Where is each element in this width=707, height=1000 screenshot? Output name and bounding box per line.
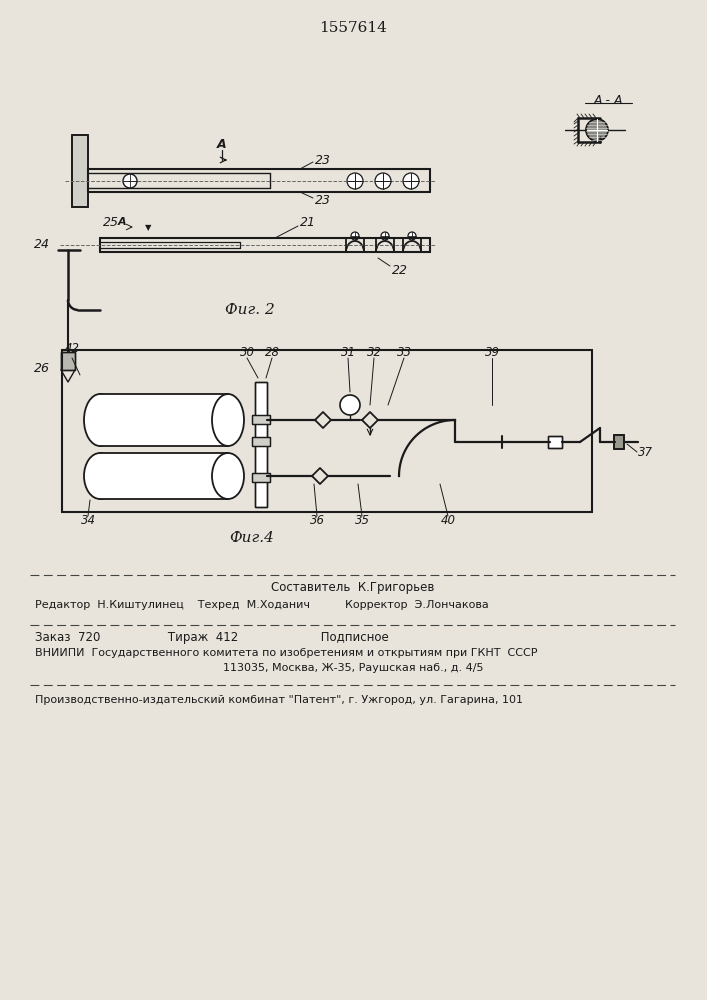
Text: А - А: А - А [593,94,623,106]
Text: 33: 33 [397,347,411,360]
Text: ВНИИПИ  Государственного комитета по изобретениям и открытиям при ГКНТ  СССР: ВНИИПИ Государственного комитета по изоб… [35,648,537,658]
Bar [252,473,270,482]
Text: 24: 24 [34,238,50,251]
Bar [252,473,270,482]
Circle shape [123,174,137,188]
Bar [100,394,228,446]
Bar [252,437,270,446]
Text: Заказ  720                  Тираж  412                      Подписное: Заказ 720 Тираж 412 Подписное [35,632,389,645]
Text: 28: 28 [264,347,279,360]
Bar [72,135,88,207]
Text: 25: 25 [103,216,119,229]
Circle shape [403,173,419,189]
Bar [252,415,270,424]
Circle shape [351,232,359,240]
Ellipse shape [84,394,116,446]
Text: 35: 35 [354,514,370,526]
Ellipse shape [212,453,244,499]
Text: A: A [217,138,227,151]
Circle shape [381,232,389,240]
Text: 31: 31 [341,347,356,360]
Bar [255,382,267,507]
Text: Производственно-издательский комбинат "Патент", г. Ужгород, ул. Гагарина, 101: Производственно-издательский комбинат "П… [35,695,523,705]
Bar [548,436,562,448]
Circle shape [347,173,363,189]
Bar [255,382,267,507]
Bar [252,415,270,424]
Text: 42: 42 [64,342,79,355]
Circle shape [340,395,360,415]
Text: 34: 34 [81,514,95,526]
Ellipse shape [212,394,244,446]
Bar [61,352,75,370]
Bar [548,436,562,448]
Text: Составитель  К.Григорьев: Составитель К.Григорьев [271,580,435,593]
Bar [100,453,228,499]
Text: 113035, Москва, Ж-35, Раушская наб., д. 4/5: 113035, Москва, Ж-35, Раушская наб., д. … [223,663,484,673]
Text: 22: 22 [392,263,408,276]
Text: 30: 30 [240,347,255,360]
Text: 26: 26 [34,361,50,374]
Circle shape [408,232,416,240]
Bar [614,435,624,449]
Text: ▼: ▼ [145,224,151,232]
Bar [252,437,270,446]
Text: 40: 40 [440,514,455,526]
Text: 39: 39 [484,347,500,360]
Text: Фиг.4: Фиг.4 [230,531,274,545]
Bar [62,350,592,512]
Ellipse shape [84,453,116,499]
Text: Фиг. 2: Фиг. 2 [225,303,275,317]
Text: 1557614: 1557614 [319,21,387,35]
Text: 36: 36 [310,514,325,526]
Bar [61,352,75,370]
Text: 21: 21 [300,216,316,229]
Bar [614,435,624,449]
Bar [72,135,88,207]
Text: 23: 23 [315,153,331,166]
Text: 37: 37 [638,446,653,458]
Circle shape [586,119,608,141]
Circle shape [375,173,391,189]
Text: 32: 32 [366,347,382,360]
Text: Редактор  Н.Киштулинец    Техред  М.Ходанич          Корректор  Э.Лончакова: Редактор Н.Киштулинец Техред М.Ходанич К… [35,600,489,610]
Text: A: A [118,217,127,227]
Text: 23: 23 [315,194,331,207]
